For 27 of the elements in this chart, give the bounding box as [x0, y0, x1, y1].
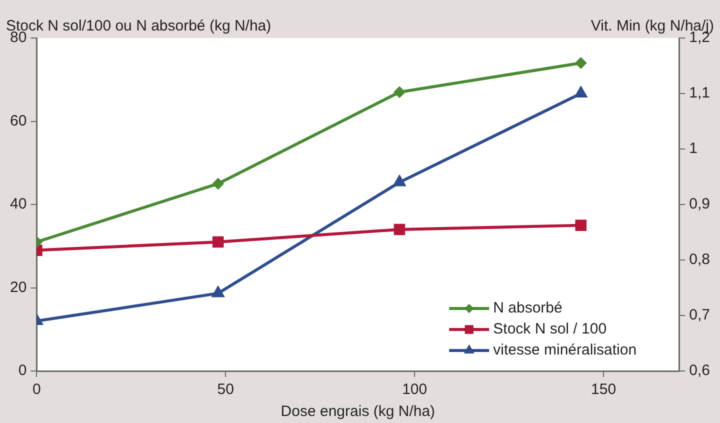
point — [574, 86, 588, 98]
legend-label: Stock N sol / 100 — [493, 320, 607, 338]
y-tick-label: 0 — [18, 362, 27, 380]
x-tick-label: 100 — [402, 381, 428, 398]
y2-tick-label: 0,6 — [689, 362, 710, 380]
legend-label: vitesse minéralisation — [493, 342, 637, 359]
y2-tick-label: 0,8 — [689, 251, 710, 268]
legend-label: N absorbé — [493, 300, 562, 317]
x-tick-label: 0 — [32, 381, 41, 398]
y-tick-label: 20 — [10, 278, 27, 296]
y-tick-label: 40 — [10, 196, 27, 213]
y2-tick-label: 0,7 — [689, 306, 710, 324]
point — [574, 56, 587, 69]
point — [394, 224, 406, 236]
x-tick-label: 50 — [217, 381, 234, 398]
y2-tick-label: 1,1 — [689, 84, 710, 102]
y-tick-label: 60 — [10, 112, 27, 130]
y2-tick-label: 0,9 — [689, 196, 710, 213]
y2-tick-label: 1 — [689, 140, 698, 158]
point — [575, 220, 587, 231]
point — [392, 174, 406, 186]
x-axis-title: Dose engrais (kg N/ha) — [280, 403, 436, 420]
point — [211, 285, 226, 298]
point — [212, 178, 224, 190]
point — [212, 236, 224, 248]
x-tick-label: 150 — [591, 381, 616, 398]
point — [393, 86, 406, 98]
